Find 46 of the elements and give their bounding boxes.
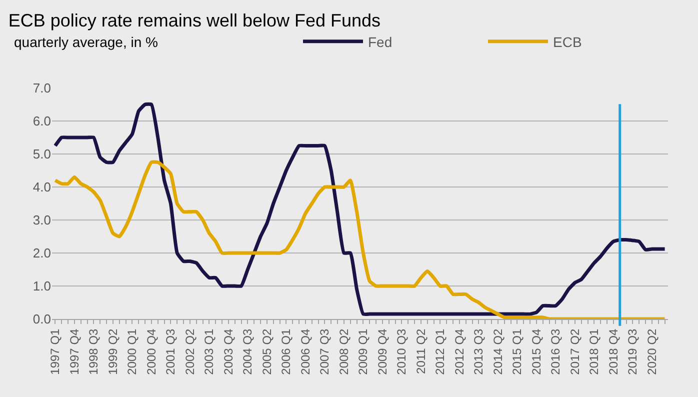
x-tick-label: 2012 Q1 [433,328,448,375]
x-tick-label: 2012 Q4 [452,328,466,375]
x-tick-label: 2017 Q2 [568,328,582,375]
x-tick-label: 2019 Q3 [626,328,640,375]
y-tick-label: 5.0 [32,146,51,162]
x-tick-label: 1999 Q2 [106,328,120,375]
x-tick-label: 2007 Q3 [318,328,332,375]
x-tick-label: 1997 Q4 [67,328,82,375]
x-tick-label: 2018 Q4 [606,328,620,375]
y-tick-label: 2.0 [32,246,51,261]
x-tick-label: 2013 Q3 [472,328,486,375]
y-tick-label: 1.0 [32,278,51,294]
x-tick-label: 2000 Q1 [125,328,140,375]
x-tick-label: 2003 Q1 [202,328,216,375]
x-tick-label: 2008 Q2 [336,328,351,375]
x-tick-label: 2020 Q2 [644,328,659,375]
y-tick-label: 7.0 [32,80,51,96]
x-tick-label: 2002 Q2 [182,328,197,375]
x-tick-label: 2009 Q4 [375,328,390,375]
x-tick-label: 2009 Q1 [356,328,370,375]
chart-subtitle: quarterly average, in % [14,34,158,50]
x-tick-label: 2010 Q3 [394,328,409,375]
legend-label: Fed [368,34,392,50]
x-tick-label: 2006 Q1 [279,328,294,375]
y-tick-label: 0.0 [32,312,51,327]
x-tick-label: 2001 Q3 [164,328,178,375]
x-tick-label: 2015 Q4 [529,328,544,375]
y-tick-label: 4.0 [32,180,51,195]
x-tick-label: 2000 Q4 [144,328,158,375]
x-tick-label: 2011 Q2 [414,328,428,374]
x-tick-label: 1997 Q1 [48,328,62,375]
x-tick-label: 2016 Q3 [548,328,563,375]
line-series [53,102,667,316]
x-tick-label: 2003 Q4 [221,328,236,375]
x-tick-label: 2014 Q2 [490,328,505,375]
y-tick-label: 3.0 [32,212,51,228]
x-tick-label: 2018 Q1 [587,328,602,375]
chart-title: ECB policy rate remains well below Fed Funds [8,10,381,30]
x-tick-label: 1998 Q3 [86,328,101,375]
y-tick-label: 6.0 [32,114,51,129]
line-series [53,160,667,319]
x-tick-label: 2015 Q1 [510,328,524,375]
x-tick-label: 2004 Q3 [240,328,255,375]
x-tick-label: 2005 Q2 [260,328,274,375]
legend-label: ECB [553,34,582,50]
x-tick-label: 2006 Q4 [298,328,312,375]
